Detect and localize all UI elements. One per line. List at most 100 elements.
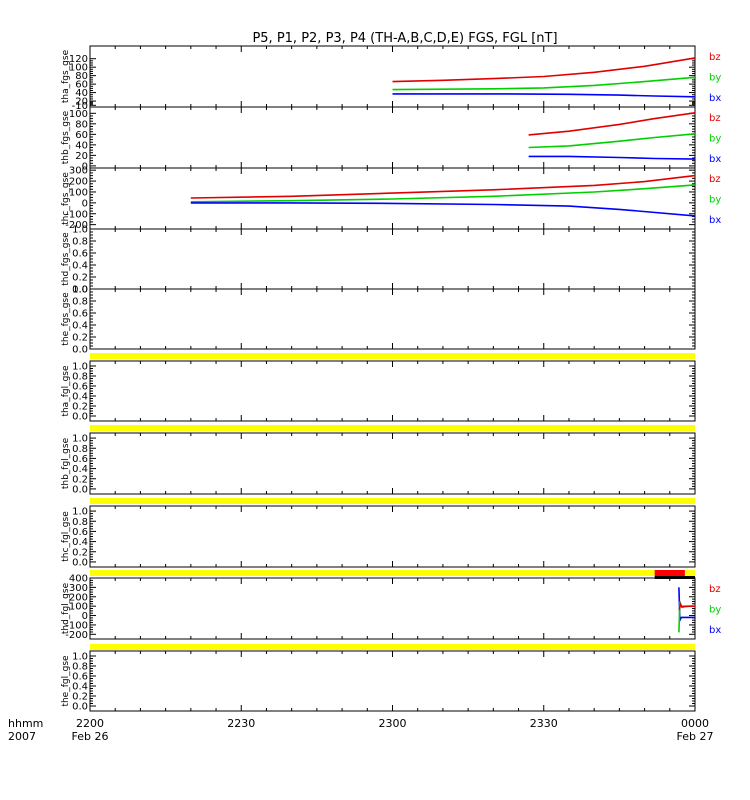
legend-entry-bz: bz [709, 113, 721, 124]
y-axis-label: thd_fgl_gse [61, 582, 71, 634]
y-tick-label: 0.4 [72, 321, 88, 332]
y-tick-label: 300 [69, 166, 88, 177]
status-bar-segment [684, 570, 695, 576]
status-bar-segment [654, 570, 685, 576]
y-axis-label: thb_fgs_gse [61, 110, 71, 164]
y-axis-label: thb_fgl_gse [61, 437, 71, 489]
y-axis-label: thd_fgs_gse [61, 232, 71, 286]
y-tick-label: 1.0 [72, 652, 88, 663]
series-line-bz [190, 174, 696, 199]
x-tick-label: 2200 [76, 717, 104, 730]
y-tick-label: 80 [75, 119, 88, 130]
y-tick-label: 0 [82, 161, 88, 172]
y-tick-label: 100 [69, 187, 88, 198]
x-date-label: Feb 26 [72, 730, 109, 743]
y-tick-label: 1.0 [72, 225, 88, 236]
y-tick-label: 100 [69, 63, 88, 74]
status-bar-segment [90, 498, 695, 504]
legend-entry-by: by [709, 605, 721, 616]
y-tick-label: 0.6 [72, 454, 88, 465]
y-tick-label: -200 [65, 630, 88, 641]
y-tick-label: 0.4 [72, 682, 88, 693]
y-tick-label: 0.4 [72, 537, 88, 548]
y-tick-label: 120 [69, 54, 88, 65]
y-tick-label: -200 [65, 220, 88, 231]
y-axis-label: the_fgl_gse [61, 655, 71, 707]
legend-entry-bz: bz [709, 52, 721, 63]
x-date-label: Feb 27 [677, 730, 714, 743]
y-tick-label: 20 [75, 97, 88, 108]
y-tick-label: 0.2 [72, 547, 88, 558]
y-tick-label: 200 [69, 177, 88, 188]
y-tick-label: 1.0 [72, 362, 88, 373]
y-tick-label: 0.2 [72, 273, 88, 284]
y-tick-label: 0.6 [72, 382, 88, 393]
y-tick-label: 0.8 [72, 517, 88, 528]
y-tick-label: 0.2 [72, 474, 88, 485]
y-tick-label: 0.4 [72, 261, 88, 272]
y-tick-label: 0.0 [72, 345, 88, 356]
panel-frame [89, 45, 696, 108]
y-tick-label: 0.0 [72, 412, 88, 423]
y-tick-label: 0.6 [72, 672, 88, 683]
y-tick-label: 1.0 [72, 285, 88, 296]
y-tick-label: 100 [69, 109, 88, 120]
y-tick-label: 0.6 [72, 309, 88, 320]
series-line-bz [678, 601, 695, 611]
y-tick-label: 0.6 [72, 527, 88, 538]
y-axis-label: tha_fgs_gse [61, 49, 71, 103]
y-tick-label: 0.4 [72, 392, 88, 403]
y-tick-label: 300 [69, 583, 88, 594]
y-tick-label: 0.0 [72, 484, 88, 495]
x-row-label-year: 2007 [8, 730, 36, 743]
y-tick-label: 60 [75, 130, 88, 141]
status-bar-segment [90, 425, 695, 431]
y-tick-label: 0.8 [72, 662, 88, 673]
x-row-label-time: hhmm [8, 717, 43, 730]
series-line-bz [528, 112, 696, 136]
panel-frame [89, 228, 696, 290]
y-tick-label: 0.0 [72, 285, 88, 296]
y-tick-label: 400 [69, 574, 88, 585]
y-tick-label: 0.0 [72, 702, 88, 713]
y-tick-label: 60 [75, 80, 88, 91]
x-tick-label: 2300 [379, 717, 407, 730]
y-axis-label: tha_fgl_gse [61, 365, 71, 417]
panel-frame [89, 360, 696, 422]
y-tick-label: 0.8 [72, 237, 88, 248]
panel-frame [89, 106, 696, 169]
y-axis-label: thc_fgs_gse [61, 172, 71, 225]
y-tick-label: -100 [65, 620, 88, 631]
legend-entry-bx: bx [709, 154, 721, 165]
y-tick-label: 40 [75, 88, 88, 99]
legend-entry-bx: bx [709, 625, 721, 636]
y-tick-label: 0.0 [72, 557, 88, 568]
plot-title: P5, P1, P2, P3, P4 (TH-A,B,C,D,E) FGS, F… [252, 31, 557, 46]
y-tick-label: -100 [65, 209, 88, 220]
y-axis-label: thc_fgl_gse [61, 511, 71, 562]
y-tick-label: 20 [75, 151, 88, 162]
series-line-by [528, 133, 696, 149]
y-tick-label: 0.6 [72, 249, 88, 260]
y-tick-label: 0 [82, 198, 88, 209]
panel-frame [89, 577, 696, 640]
y-tick-label: 1.0 [72, 507, 88, 518]
y-tick-label: 0.8 [72, 372, 88, 383]
y-tick-label: 200 [69, 592, 88, 603]
y-axis-label: the_fgs_gse [61, 292, 71, 346]
status-bar-segment [90, 353, 695, 359]
y-tick-label: 0.4 [72, 464, 88, 475]
panel-frame [89, 288, 696, 350]
legend-entry-bx: bx [709, 93, 721, 104]
panel-frame [89, 650, 696, 712]
